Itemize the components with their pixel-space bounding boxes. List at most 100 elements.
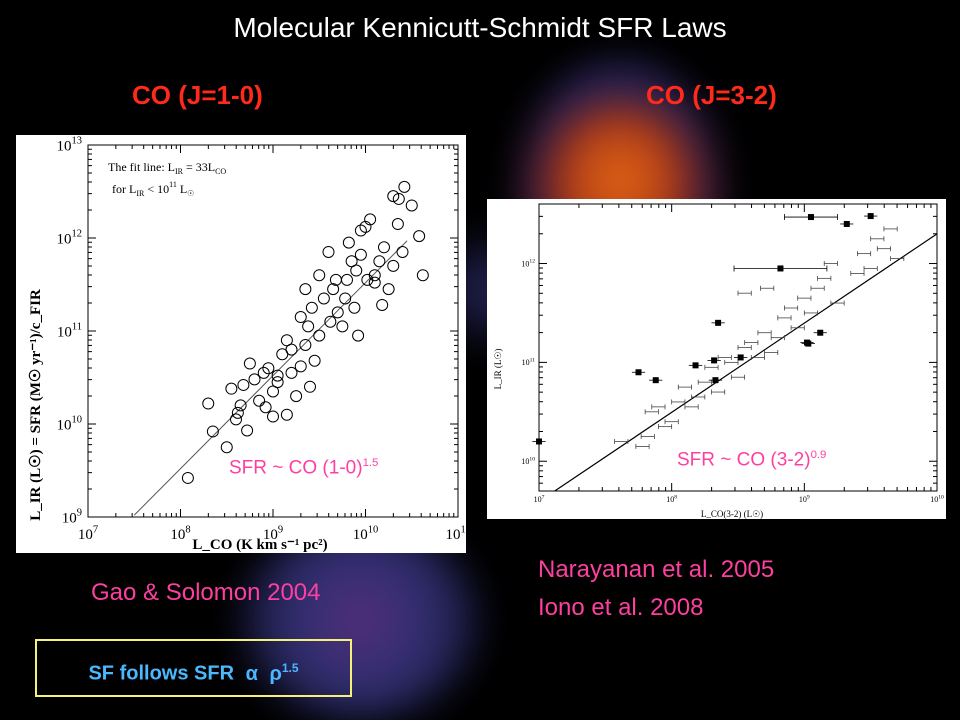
data-point [341, 273, 353, 286]
data-point [339, 292, 352, 305]
data-point [329, 273, 342, 286]
citation-gao-solomon: Gao & Solomon 2004 [91, 579, 321, 606]
y-tick-label: 109 [62, 508, 82, 527]
data-point [413, 230, 426, 243]
x-tick-label: 1010 [353, 524, 379, 543]
data-point [382, 283, 395, 296]
x-tick-label: 108 [170, 524, 190, 543]
data-point [327, 283, 340, 296]
relation-label-1-0: SFR ~ CO (1-0)1.5 [229, 457, 379, 479]
data-point [267, 410, 279, 423]
data-point [313, 329, 326, 342]
x-tick-label: 109 [263, 524, 283, 543]
data-point [352, 329, 365, 342]
data-point [536, 438, 542, 445]
x-tick-label: 1011 [445, 524, 466, 543]
fit-line [133, 240, 408, 516]
y-tick-label: 1011 [522, 358, 536, 368]
data-point [373, 255, 386, 268]
data-point [350, 264, 363, 277]
data-point [336, 320, 349, 333]
x-tick-label: 1010 [930, 494, 944, 504]
citation-narayanan: Narayanan et al. 2005 [538, 556, 775, 583]
data-point [737, 354, 744, 361]
data-point [364, 213, 377, 226]
data-point [257, 366, 270, 379]
data-point [416, 269, 429, 282]
data-point [299, 338, 312, 351]
data-point [324, 315, 337, 328]
data-point [652, 377, 659, 384]
data-point [715, 319, 722, 326]
alpha-symbol: α [245, 662, 258, 685]
heading-co-3-2: CO (J=3-2) [646, 80, 777, 110]
right-chart-panel: 107 108 109 1010 1010 1011 1012 L_IR (L☉) L_CO… [487, 199, 946, 519]
data-point [237, 378, 250, 391]
y-tick-label: 1012 [521, 259, 535, 269]
data-point [305, 301, 318, 314]
y-tick-label: 1011 [57, 322, 82, 341]
data-point [348, 301, 361, 314]
data-point [843, 220, 850, 227]
data-point [234, 399, 247, 412]
data-point [398, 180, 411, 193]
rho-symbol: ρ [269, 662, 282, 685]
data-point [294, 311, 307, 324]
data-point [376, 298, 389, 311]
data-point [392, 192, 405, 205]
data-point [342, 236, 355, 249]
data-point [777, 265, 784, 272]
data-point [290, 390, 303, 403]
data-point [231, 406, 244, 419]
x-tick-label: 107 [534, 494, 545, 504]
data-point [368, 276, 381, 289]
y-tick-label: 1012 [57, 229, 83, 248]
data-point [368, 269, 381, 282]
y-tick-label: 1013 [57, 136, 83, 155]
data-point [322, 245, 335, 258]
data-point [635, 369, 642, 376]
data-point [181, 471, 194, 484]
left-xlabel: L_CO (K km s⁻¹ pc²) [192, 537, 327, 553]
data-point [206, 425, 219, 438]
left-chart: 107 108 109 1010 1011 109 1010 1011 1012 1013 The… [28, 136, 471, 554]
data-point [378, 241, 390, 254]
data-point [262, 362, 275, 375]
data-point [387, 259, 400, 272]
fit-annotation-line1: The fit line: LIR = 33LCO [108, 160, 226, 176]
right-chart: 107 108 109 1010 1010 1011 1012 L_IR (L☉) L_CO… [493, 203, 944, 519]
data-point [271, 376, 284, 389]
data-point [354, 224, 367, 237]
right-ylabel: L_IR (L☉) [493, 349, 503, 390]
data-point [711, 357, 718, 364]
data-point [280, 408, 293, 421]
plot-frame [538, 203, 938, 492]
right-xlabel: L_CO(3-2) (L☉) [701, 509, 763, 519]
fit-line [554, 233, 938, 492]
heading-co-1-0: CO (J=1-0) [132, 80, 263, 110]
data-point [243, 357, 256, 370]
data-point [304, 380, 316, 393]
data-point [241, 424, 254, 437]
data-point [271, 369, 284, 382]
data-point [387, 190, 400, 203]
data-point [391, 218, 404, 231]
data-point [807, 214, 814, 221]
data-point [285, 343, 298, 356]
data-point [220, 441, 233, 454]
fit-annotation-line2: for LIR < 1011 L☉ [112, 180, 194, 198]
slide-title: Molecular Kennicutt-Schmidt SFR Laws [233, 12, 727, 43]
data-point [299, 283, 312, 296]
data-point [294, 360, 307, 373]
data-point [317, 292, 330, 305]
left-chart-panel: 107 108 109 1010 1011 109 1010 1011 1012 1013 The… [16, 135, 471, 554]
data-point [248, 373, 261, 386]
data-point [354, 248, 367, 261]
data-point [331, 306, 344, 319]
data-point [396, 245, 409, 258]
data-point [817, 329, 824, 336]
data-point [405, 199, 418, 212]
data-point [202, 397, 215, 410]
sf-relation-box: SF follows SFR α ρ1.5 [35, 639, 352, 697]
data-point [359, 220, 372, 233]
